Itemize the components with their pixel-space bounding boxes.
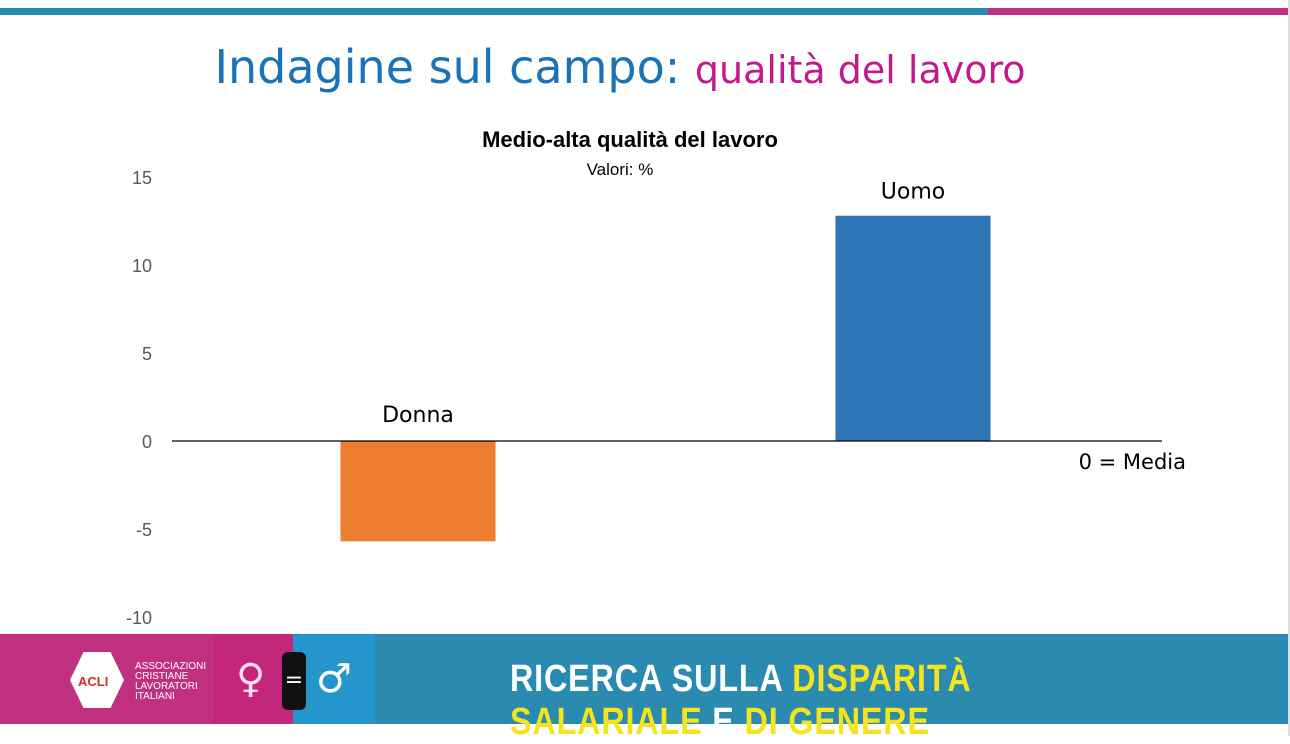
- slide-title: Indagine sul campo: qualità del lavoro: [0, 40, 1240, 94]
- y-tick-label: 10: [132, 256, 152, 276]
- org-name: ASSOCIAZIONI CRISTIANE LAVORATORI ITALIANI: [135, 661, 207, 702]
- footer-banner: ACLI ASSOCIAZIONI CRISTIANE LAVORATORI ITAL…: [0, 634, 1288, 743]
- chart-subtitle: Valori: %: [586, 160, 654, 179]
- title-sub: qualità del lavoro: [694, 48, 1026, 92]
- y-tick-label: -5: [136, 520, 152, 540]
- chart-title: Medio-alta qualità del lavoro: [482, 127, 778, 152]
- bar-uomo: [835, 215, 991, 441]
- y-tick-label: 5: [142, 344, 152, 364]
- footer-magenta-block: [213, 634, 293, 724]
- female-symbol-icon: ♀: [236, 656, 266, 702]
- y-tick-label: 15: [132, 168, 152, 188]
- top-accent-bar-magenta: [988, 8, 1288, 15]
- bar-donna: [340, 441, 496, 542]
- y-tick-label: 0: [142, 432, 152, 452]
- category-label: Donna: [382, 403, 454, 428]
- title-main: Indagine sul campo:: [214, 40, 681, 94]
- y-tick-label: -10: [126, 608, 152, 628]
- equals-icon: =: [282, 652, 306, 710]
- slide-edge: [1288, 0, 1290, 736]
- slogan: RICERCA SULLA DISPARITÀ SALARIALE E DI G…: [510, 658, 972, 743]
- zero-annotation: 0 = Media: [1079, 450, 1186, 474]
- category-label: Uomo: [881, 180, 945, 205]
- top-accent-bar-blue: [0, 8, 988, 15]
- bar-chart: 15 10 5 0 -5 -10 Donna Uomo 0 = Media: [126, 168, 1186, 628]
- male-symbol-icon: ♂: [316, 656, 352, 702]
- footer-blue-block: [293, 634, 375, 724]
